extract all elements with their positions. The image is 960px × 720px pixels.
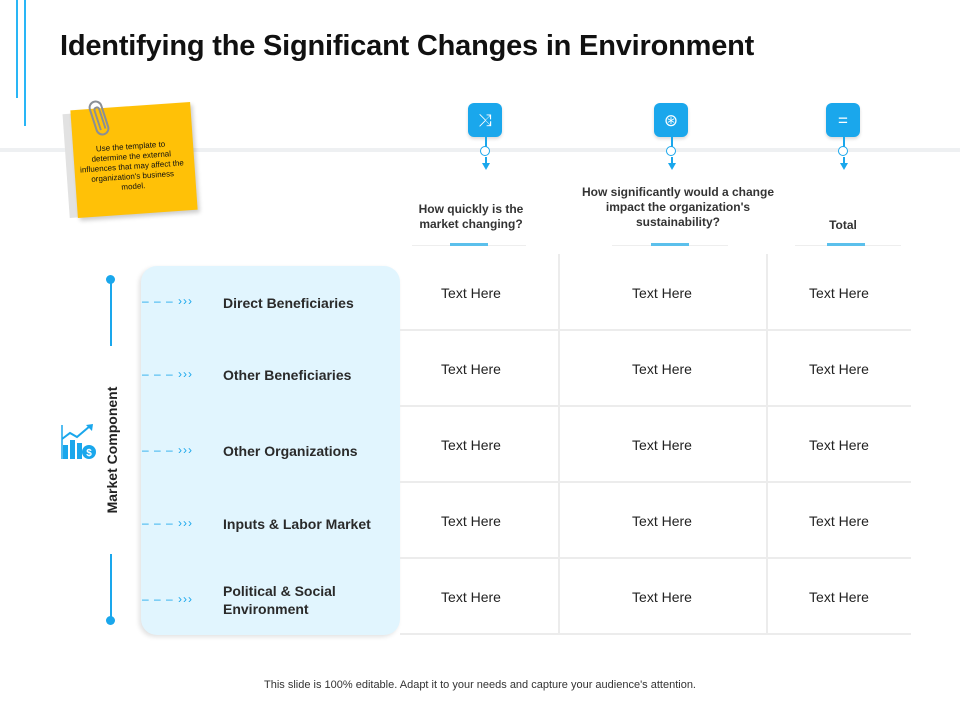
column-stem bbox=[485, 137, 487, 147]
column-stem-arrow bbox=[840, 163, 848, 170]
column-stem bbox=[843, 157, 845, 163]
steering-wheel-icon: ⊛ bbox=[654, 103, 688, 137]
grid-line bbox=[766, 254, 768, 635]
axis-line bbox=[110, 280, 112, 346]
grid-line bbox=[400, 481, 911, 483]
row-label: Other Organizations bbox=[223, 443, 358, 459]
table-cell: Text Here bbox=[632, 361, 692, 377]
grid-line bbox=[400, 405, 911, 407]
grid-line bbox=[400, 329, 911, 331]
axis-dot bbox=[106, 275, 115, 284]
shuffle-icon: ⤨ bbox=[468, 103, 502, 137]
column-underline-accent bbox=[827, 243, 865, 246]
axis-label: Market Component bbox=[104, 386, 120, 514]
grid-line bbox=[400, 557, 911, 559]
footer-note: This slide is 100% editable. Adapt it to… bbox=[264, 679, 696, 691]
table-cell: Text Here bbox=[441, 285, 501, 301]
row-connector-arrows: – – – ››› bbox=[142, 516, 194, 530]
column-stem bbox=[671, 157, 673, 163]
column-stem-arrow bbox=[482, 163, 490, 170]
table-cell: Text Here bbox=[809, 513, 869, 529]
column-underline-accent bbox=[450, 243, 488, 246]
row-connector-arrows: – – – ››› bbox=[142, 592, 194, 606]
table-cell: Text Here bbox=[632, 437, 692, 453]
accent-line bbox=[24, 0, 26, 126]
row-label: Other Beneficiaries bbox=[223, 367, 352, 383]
table-cell: Text Here bbox=[441, 437, 501, 453]
row-connector-arrows: – – – ››› bbox=[142, 294, 194, 308]
table-cell: Text Here bbox=[809, 437, 869, 453]
column-header: How significantly would a change impact … bbox=[581, 185, 775, 229]
row-label: Direct Beneficiaries bbox=[223, 295, 354, 311]
row-connector-arrows: – – – ››› bbox=[142, 367, 194, 381]
column-header: How quickly is the market changing? bbox=[418, 202, 524, 231]
axis-dot bbox=[106, 616, 115, 625]
column-stem-ring bbox=[838, 146, 848, 156]
equals-icon: = bbox=[826, 103, 860, 137]
column-stem bbox=[671, 137, 673, 147]
sticky-note-text: Use the template to determine the extern… bbox=[79, 139, 185, 192]
svg-text:$: $ bbox=[86, 448, 92, 459]
table-cell: Text Here bbox=[632, 285, 692, 301]
row-label: Political & Social Environment bbox=[223, 583, 336, 617]
axis-line bbox=[110, 554, 112, 620]
column-stem bbox=[843, 137, 845, 147]
table-cell: Text Here bbox=[809, 285, 869, 301]
table-cell: Text Here bbox=[441, 589, 501, 605]
column-header: Total bbox=[829, 218, 857, 232]
accent-line bbox=[16, 0, 18, 98]
row-labels-panel bbox=[141, 266, 400, 635]
table-cell: Text Here bbox=[441, 513, 501, 529]
grid-line bbox=[400, 633, 911, 635]
column-stem-arrow bbox=[668, 163, 676, 170]
column-stem-ring bbox=[666, 146, 676, 156]
page-title: Identifying the Significant Changes in E… bbox=[60, 30, 755, 62]
table-cell: Text Here bbox=[809, 589, 869, 605]
table-cell: Text Here bbox=[441, 361, 501, 377]
column-underline-accent bbox=[651, 243, 689, 246]
grid-line bbox=[558, 254, 560, 635]
row-label: Inputs & Labor Market bbox=[223, 516, 371, 532]
table-cell: Text Here bbox=[809, 361, 869, 377]
column-stem-ring bbox=[480, 146, 490, 156]
row-connector-arrows: – – – ››› bbox=[142, 443, 194, 457]
table-cell: Text Here bbox=[632, 513, 692, 529]
column-stem bbox=[485, 157, 487, 163]
growth-chart-icon: $ bbox=[61, 424, 96, 459]
table-cell: Text Here bbox=[632, 589, 692, 605]
